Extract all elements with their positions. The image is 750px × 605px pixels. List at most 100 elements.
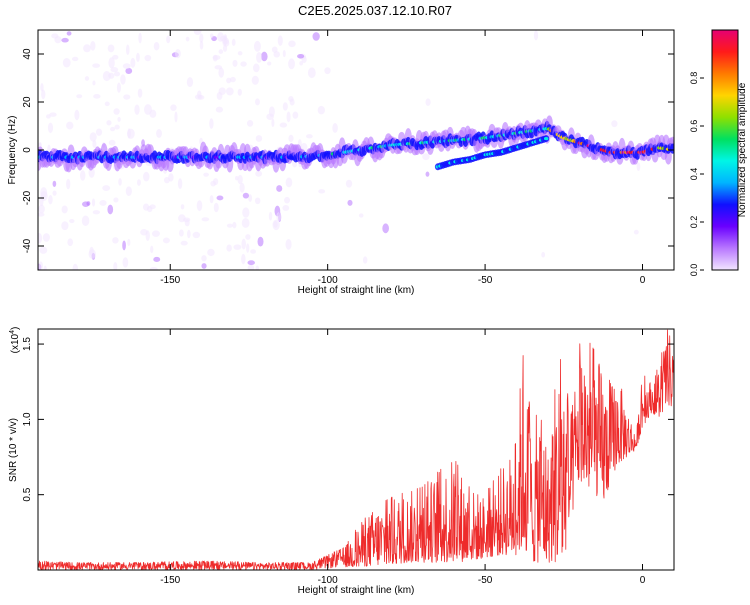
noise-blob: [66, 31, 72, 36]
noise-blob: [282, 204, 290, 211]
noise-blob: [42, 233, 50, 242]
noise-blob: [38, 233, 43, 244]
noise-blob: [317, 105, 325, 115]
noise-blob: [38, 261, 44, 270]
noise-blob: [48, 195, 53, 205]
noise-blob: [425, 171, 430, 177]
noise-blob: [136, 179, 141, 186]
noise-blob: [239, 182, 245, 193]
noise-blob: [90, 40, 96, 51]
noise-blob: [104, 101, 110, 107]
noise-blob: [254, 98, 260, 106]
spectrogram-y-tick-label: -20: [22, 190, 33, 205]
noise-blob: [282, 49, 286, 58]
noise-blob: [113, 262, 118, 270]
snr-y-label: SNR (10 * v/v): [8, 418, 19, 482]
noise-blob: [125, 186, 132, 196]
noise-blob: [174, 49, 181, 59]
snr-x-label: Height of straight line (km): [298, 585, 415, 596]
snr-x-tick-label: -150: [160, 575, 180, 586]
noise-blob: [125, 44, 130, 55]
snr-series-line: [38, 329, 674, 570]
noise-blob: [237, 51, 243, 56]
spectrogram-x-tick-label: -150: [160, 275, 180, 286]
noise-blob: [257, 236, 264, 247]
noise-blob: [268, 211, 273, 221]
noise-blob: [288, 40, 296, 48]
snr-x-tick-label: -100: [318, 575, 338, 586]
noise-blob: [193, 30, 202, 36]
spectrogram-y-label: Frequency (Hz): [7, 116, 18, 185]
noise-blob: [162, 237, 170, 244]
noise-blob: [422, 153, 430, 161]
noise-blob: [62, 57, 71, 68]
noise-blob: [292, 111, 299, 119]
noise-blob: [178, 214, 186, 223]
noise-blob: [318, 189, 326, 194]
noise-blob: [253, 40, 261, 52]
noise-blob: [212, 55, 221, 60]
noise-blob: [425, 98, 431, 106]
noise-blob: [279, 122, 288, 128]
noise-blob: [288, 96, 294, 102]
noise-blob: [149, 109, 157, 118]
noise-blob: [186, 77, 194, 88]
noise-blob: [125, 67, 133, 74]
noise-blob: [127, 238, 131, 247]
noise-blob: [216, 195, 224, 201]
noise-blob: [82, 201, 90, 207]
colorbar-gradient: [711, 29, 739, 271]
spectrogram-y-tick-label: 40: [22, 48, 33, 60]
snr-marks: [38, 329, 674, 570]
noise-blob: [156, 129, 162, 138]
noise-blob: [277, 35, 283, 46]
noise-blob: [134, 104, 140, 115]
spectrogram-x-tick-label: 0: [640, 275, 646, 286]
noise-blob: [306, 134, 313, 139]
noise-blob: [235, 176, 239, 181]
noise-blob: [144, 54, 152, 62]
noise-blob: [43, 265, 47, 270]
noise-blob: [47, 122, 54, 134]
noise-blob: [241, 238, 246, 250]
noise-blob: [112, 54, 119, 60]
noise-blob: [276, 185, 283, 192]
noise-blob: [286, 111, 291, 123]
noise-blob: [143, 171, 150, 182]
noise-blob: [210, 180, 217, 187]
noise-blob: [95, 128, 103, 136]
noise-blob: [80, 170, 86, 181]
noise-blob: [122, 63, 131, 70]
snr-x-tick-label: -50: [478, 575, 493, 586]
noise-blob: [38, 204, 45, 214]
noise-blob: [51, 33, 59, 39]
noise-blob: [240, 61, 247, 67]
noise-blob: [38, 212, 45, 217]
snr-y-tick-label: 1.5: [22, 337, 33, 351]
noise-blob: [177, 178, 183, 190]
noise-blob: [66, 121, 74, 130]
noise-blob: [179, 229, 184, 237]
noise-blob: [120, 74, 126, 85]
noise-blob: [122, 240, 126, 251]
noise-blob: [201, 217, 210, 222]
noise-blob: [184, 219, 190, 227]
noise-blob: [138, 32, 142, 44]
noise-blob: [218, 67, 225, 78]
noise-blob: [233, 244, 242, 250]
noise-blob: [231, 38, 236, 46]
noise-blob: [153, 256, 161, 263]
noise-blob: [345, 179, 353, 188]
spectrogram-x-tick-label: -50: [478, 275, 493, 286]
noise-blob: [533, 30, 539, 41]
noise-blob: [282, 102, 288, 111]
noise-blob: [196, 200, 203, 212]
noise-blob: [113, 108, 120, 115]
noise-blob: [255, 135, 263, 142]
noise-blob: [358, 213, 364, 218]
noise-blob: [271, 46, 278, 53]
noise-blob: [299, 60, 304, 66]
noise-blob: [201, 255, 207, 262]
noise-blob: [102, 185, 111, 191]
noise-blob: [312, 32, 320, 41]
